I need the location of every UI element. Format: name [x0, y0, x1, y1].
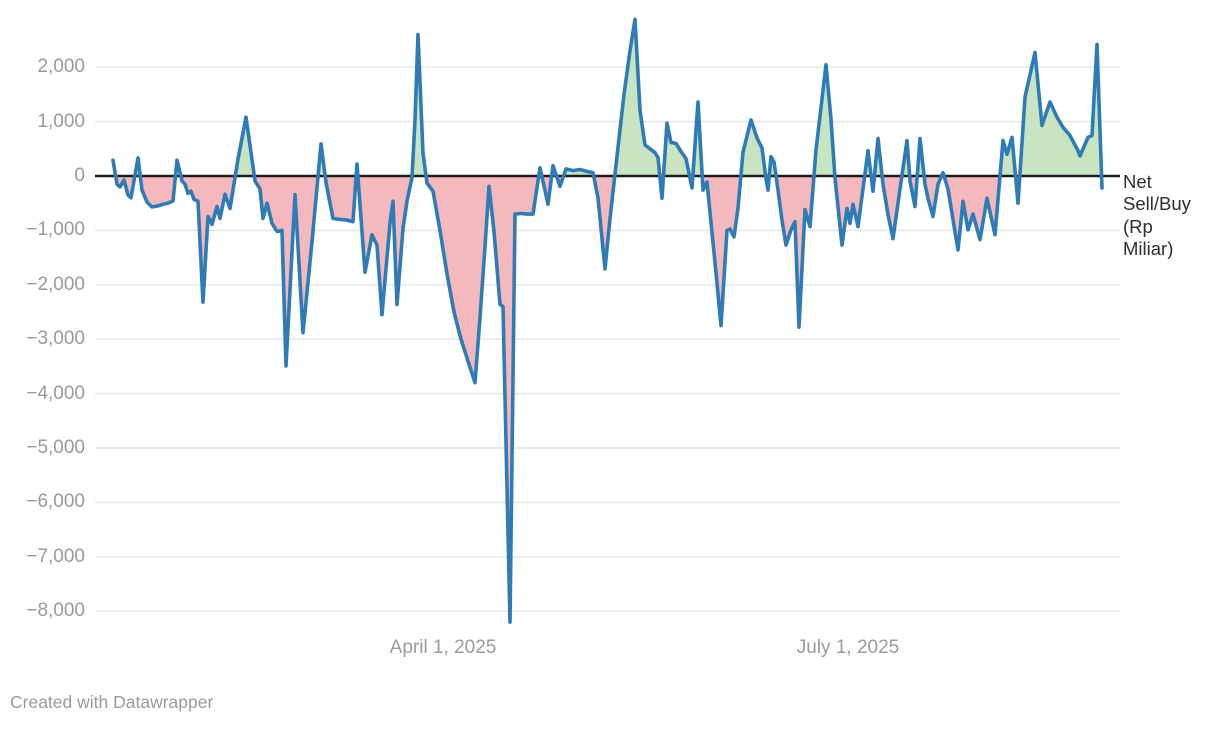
y-axis-label: −8,000 [26, 600, 85, 622]
series-label-line: Net [1123, 171, 1152, 192]
y-axis-label: −1,000 [26, 219, 85, 241]
y-axis-label: −6,000 [26, 491, 85, 513]
negative-area-fill [113, 176, 1102, 623]
data-line [111, 17, 1104, 624]
positive-area-fill [113, 19, 1102, 176]
datawrapper-credit: Created with Datawrapper [10, 692, 214, 712]
y-axis-label: 2,000 [37, 56, 85, 78]
series-label: Net Sell/Buy (Rp Miliar) [1123, 171, 1218, 261]
series-label-line: (Rp [1123, 215, 1153, 237]
y-axis-label: −2,000 [26, 273, 85, 295]
y-axis-label: −4,000 [26, 382, 85, 404]
x-axis-label: April 1, 2025 [389, 637, 497, 658]
y-axis-label: −5,000 [26, 437, 85, 458]
y-axis-label: −7,000 [26, 545, 85, 567]
y-axis-label: 1,000 [37, 110, 85, 132]
series-label-line: Miliar) [1123, 238, 1174, 260]
y-axis-label: −3,000 [26, 328, 85, 350]
x-axis-label: July 1, 2025 [796, 637, 900, 658]
y-axis-label: 0 [74, 165, 85, 186]
series-label-line: Sell/Buy [1123, 193, 1191, 215]
